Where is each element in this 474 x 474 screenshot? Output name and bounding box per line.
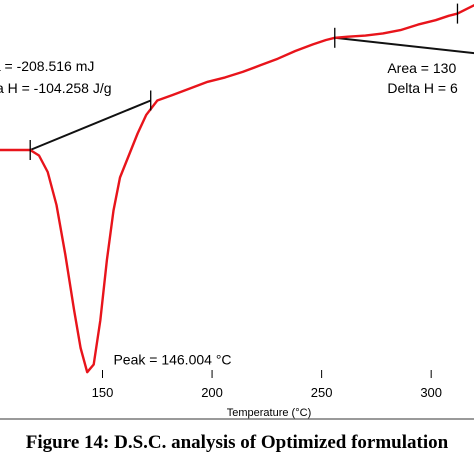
x-tick-label-1: 150 [92,385,114,400]
dsc-curve-0 [0,3,474,374]
annotations: Area = -208.516 mJ Delta H = -104.258 J/g… [0,58,458,368]
dsc-chart: Area = -208.516 mJ Delta H = -104.258 J/g… [0,3,474,419]
figure-caption: Figure 14: D.S.C. analysis of Optimized … [25,432,449,453]
annotation-1: Delta H = -104.258 J/g [0,80,112,96]
annotation-0: Area = -208.516 mJ [0,58,94,74]
baselines [29,36,474,151]
baseline-1 [334,36,474,55]
baseline-0 [29,99,152,151]
annotation-3: Delta H = 6 [387,80,458,96]
plot-frame: Area = -208.516 mJ Delta H = -104.258 J/g… [0,3,474,420]
x-axis-title: Temperature (°C) [227,407,311,419]
annotation-2: Area = 130 [387,60,456,76]
x-axis: 00150200250300Temperature (°C) [0,370,442,419]
x-tick-label-3: 250 [311,385,333,400]
x-tick-label-4: 300 [420,385,442,400]
integration-markers [29,3,459,160]
annotation-4: Peak = 146.004 °C [113,352,231,368]
x-tick-label-2: 200 [201,385,223,400]
series-lines [0,3,474,374]
